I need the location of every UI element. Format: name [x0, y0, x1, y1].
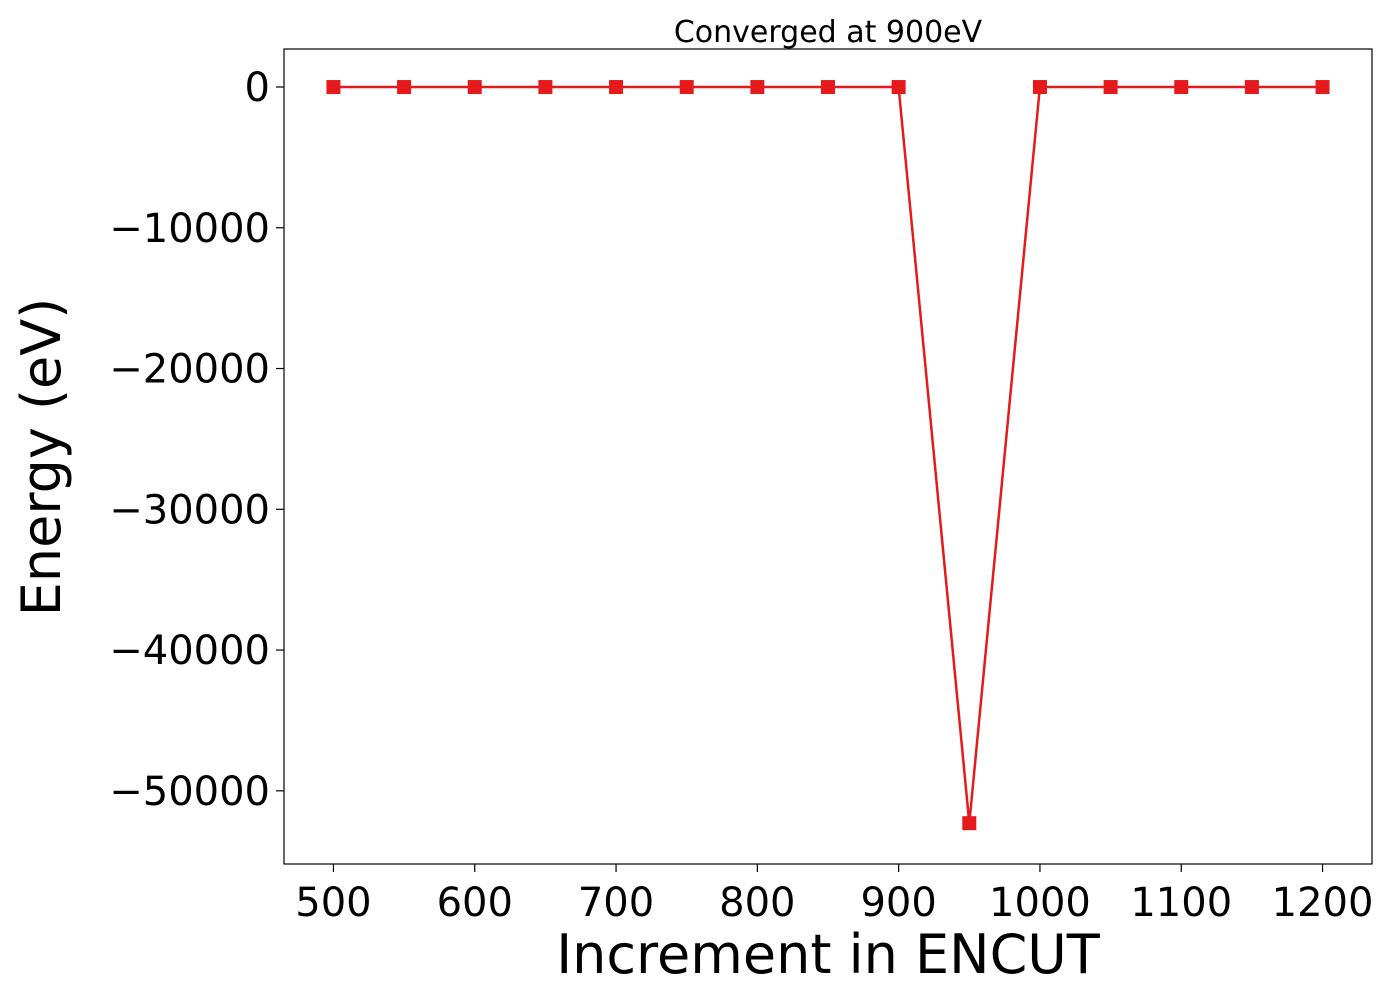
x-tick-label: 800 [719, 880, 795, 926]
y-tick-label: −20000 [109, 347, 270, 393]
data-point-marker [1315, 80, 1330, 95]
y-axis-title: Energy (eV) [10, 298, 73, 617]
data-point-marker [1174, 80, 1189, 95]
data-point-marker [609, 80, 624, 95]
data-point-marker [397, 80, 412, 95]
y-tick-label: −50000 [109, 769, 270, 815]
data-point-marker [1244, 80, 1259, 95]
chart-title: Converged at 900eV [674, 15, 983, 50]
ticks-layer: 500 600 700 800 900 1000 1100 1200 0 −10000 −20000… [109, 65, 1373, 926]
x-tick-label: 600 [437, 880, 513, 926]
x-tick-label: 700 [578, 880, 654, 926]
y-tick-label: −40000 [109, 628, 270, 674]
y-tick-label: 0 [245, 65, 270, 111]
x-tick-label: 900 [860, 880, 936, 926]
data-point-marker [1032, 80, 1047, 95]
data-point-marker [962, 816, 977, 831]
x-tick-label: 1200 [1272, 880, 1374, 926]
data-point-marker [467, 80, 482, 95]
plot-frame [283, 48, 1373, 865]
x-axis-title: Increment in ENCUT [556, 923, 1101, 986]
x-tick-label: 500 [295, 880, 371, 926]
x-tick-label: 1000 [989, 880, 1091, 926]
data-point-marker [891, 80, 906, 95]
x-tick-label: 1100 [1130, 880, 1232, 926]
series-layer [326, 80, 1330, 831]
data-point-marker [750, 80, 765, 95]
data-point-marker [821, 80, 835, 95]
y-tick-label: −30000 [109, 487, 270, 533]
data-point-marker [679, 80, 694, 95]
y-tick-label: −10000 [109, 206, 270, 252]
data-point-marker [538, 80, 553, 95]
series-line [333, 85, 1323, 824]
data-point-marker [326, 80, 341, 95]
data-point-marker [1103, 80, 1118, 95]
